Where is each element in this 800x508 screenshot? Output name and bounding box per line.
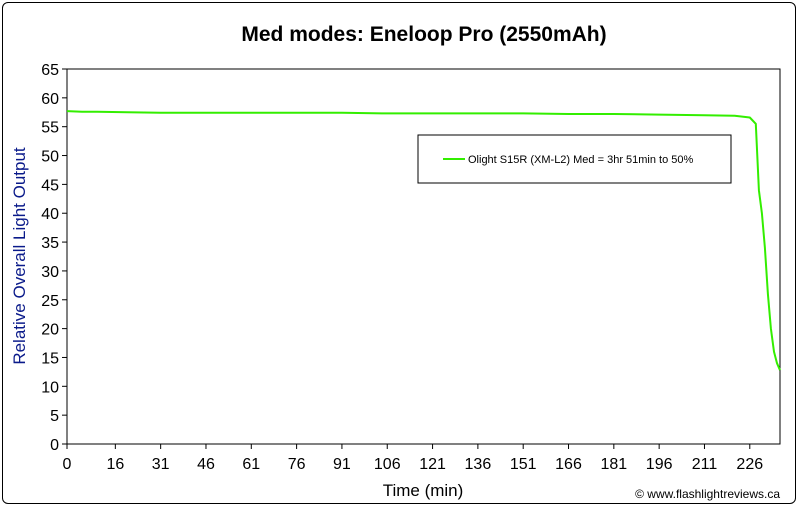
plot-area [66,68,781,445]
x-tick-label: 226 [736,456,763,473]
y-tick-label: 60 [41,91,59,108]
x-tick-label: 16 [106,456,124,473]
legend-label: Olight S15R (XM-L2) Med = 3hr 51min to 5… [468,154,694,166]
x-tick-label: 211 [692,456,718,473]
x-tick-label: 106 [374,456,401,473]
y-tick-label: 45 [41,177,59,194]
y-tick-label: 50 [41,149,59,166]
x-tick-label: 181 [600,456,627,473]
x-tick-label: 0 [63,456,72,473]
x-axis-label: Time (min) [383,481,464,500]
x-tick-label: 76 [288,456,306,473]
legend: Olight S15R (XM-L2) Med = 3hr 51min to 5… [417,134,732,184]
x-tick-label: 31 [152,456,170,473]
x-tick-label: 166 [555,456,582,473]
x-tick-label: 136 [465,456,492,473]
y-tick-label: 30 [41,264,59,281]
series-line [66,110,781,371]
y-tick-label: 0 [50,437,59,454]
y-tick-label: 55 [41,120,59,137]
x-tick-label: 121 [419,456,446,473]
legend-box [417,134,732,184]
y-tick-label: 25 [41,293,59,310]
y-tick-label: 15 [41,350,59,367]
y-tick-label: 5 [50,408,59,425]
y-tick-label: 35 [41,235,59,252]
x-tick-label: 151 [510,456,537,473]
chart-title: Med modes: Eneloop Pro (2550mAh) [241,23,606,46]
y-axis-label: Relative Overall Light Output [10,147,29,365]
x-tick-label: 61 [242,456,260,473]
x-tick-label: 46 [197,456,215,473]
x-axis: 0 16 31 46 61 76 91 106 121 136 151 166 181 196 211 226 [63,444,763,473]
series-layer [66,110,781,371]
credit-text: © www.flashlightreviews.ca [635,487,780,501]
y-tick-label: 65 [41,62,59,79]
y-axis: 0 5 10 15 20 25 30 35 40 45 50 55 60 65 [41,62,67,454]
y-tick-label: 40 [41,206,59,223]
y-tick-label: 10 [41,379,59,396]
y-tick-label: 20 [41,322,59,339]
x-tick-label: 91 [333,456,351,473]
x-tick-label: 196 [646,456,673,473]
